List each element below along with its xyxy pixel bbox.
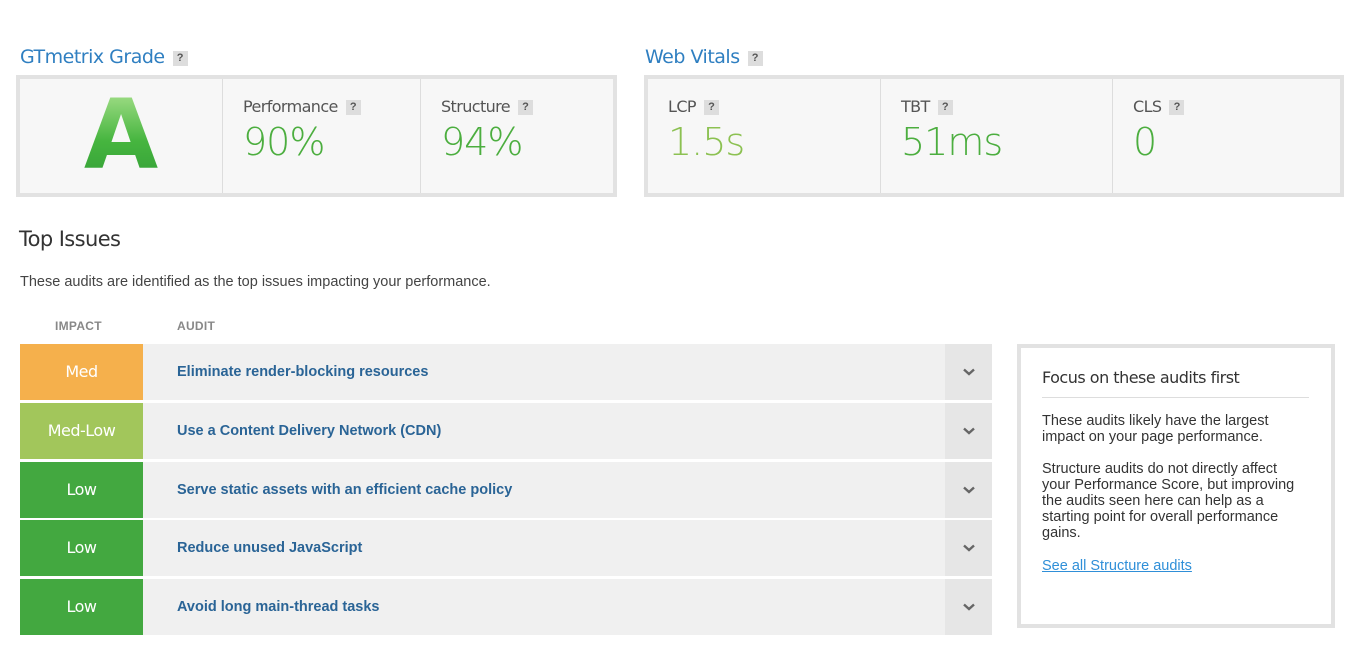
focus-title: Focus on these audits first	[1042, 368, 1309, 398]
focus-paragraph: Structure audits do not directly affect …	[1042, 461, 1295, 541]
expand-toggle[interactable]	[945, 344, 992, 400]
chevron-icon	[962, 427, 975, 435]
expand-toggle[interactable]	[945, 462, 992, 518]
vital-value: 0	[1133, 120, 1157, 164]
chevron-icon	[962, 486, 975, 494]
metric-label-row: Performance?	[243, 97, 420, 116]
grade-letter: A	[20, 79, 222, 192]
metric-label: Structure	[441, 97, 511, 116]
impact-badge: Med-Low	[20, 403, 143, 459]
vital-label: TBT	[901, 97, 930, 116]
grade-cell: A	[20, 79, 222, 193]
metric-label: Performance	[243, 97, 338, 116]
impact-badge: Low	[20, 462, 143, 518]
focus-box: Focus on these audits first These audits…	[1017, 344, 1335, 628]
vital-label-row: TBT?	[901, 97, 1112, 116]
help-icon[interactable]: ?	[937, 100, 953, 115]
issues-description: These audits are identified as the top i…	[20, 274, 491, 290]
vital-cell: LCP? 1.5s	[648, 79, 880, 193]
vitals-heading: Web Vitals?	[645, 46, 763, 68]
vital-cell: TBT? 51ms	[880, 79, 1112, 193]
focus-paragraph: These audits likely have the largest imp…	[1042, 413, 1269, 445]
issue-row: Low Reduce unused JavaScript	[20, 520, 992, 576]
chevron-icon	[962, 603, 975, 611]
grade-heading: GTmetrix Grade?	[20, 46, 188, 68]
issue-row: Med Eliminate render-blocking resources	[20, 344, 992, 400]
issues-title: Top Issues	[19, 227, 121, 251]
audit-title[interactable]: Reduce unused JavaScript	[143, 520, 945, 576]
column-header: AUDIT	[177, 319, 216, 333]
issue-row: Low Avoid long main-thread tasks	[20, 579, 992, 635]
expand-toggle[interactable]	[945, 520, 992, 576]
audit-title[interactable]: Serve static assets with an efficient ca…	[143, 462, 945, 518]
focus-link[interactable]: See all Structure audits	[1042, 558, 1192, 574]
help-icon[interactable]: ?	[703, 100, 719, 115]
chevron-icon	[962, 544, 975, 552]
impact-badge: Med	[20, 344, 143, 400]
chevron-icon	[962, 368, 975, 376]
vital-label: LCP	[668, 97, 697, 116]
metric-value: 94%	[441, 120, 523, 164]
metric-cell: Structure? 94%	[420, 79, 613, 193]
audit-title[interactable]: Avoid long main-thread tasks	[143, 579, 945, 635]
metric-cell: Performance? 90%	[222, 79, 420, 193]
vital-label-row: LCP?	[668, 97, 880, 116]
audit-title[interactable]: Use a Content Delivery Network (CDN)	[143, 403, 945, 459]
column-header: IMPACT	[55, 319, 102, 333]
vital-value: 51ms	[901, 120, 1003, 164]
vital-cell: CLS? 0	[1112, 79, 1340, 193]
metric-value: 90%	[243, 120, 325, 164]
issue-row: Low Serve static assets with an efficient…	[20, 462, 992, 518]
vitals-box: LCP? 1.5s TBT? 51ms CLS? 0	[644, 75, 1344, 197]
grade-box: A Performance? 90% Structure? 94%	[16, 75, 617, 197]
help-icon[interactable]: ?	[1169, 100, 1185, 115]
expand-toggle[interactable]	[945, 579, 992, 635]
help-icon[interactable]: ?	[172, 51, 188, 66]
issue-row: Med-Low Use a Content Delivery Network (C…	[20, 403, 992, 459]
expand-toggle[interactable]	[945, 403, 992, 459]
impact-badge: Low	[20, 520, 143, 576]
vital-value: 1.5s	[668, 120, 745, 164]
vital-label-row: CLS?	[1133, 97, 1340, 116]
help-icon[interactable]: ?	[345, 100, 361, 115]
help-icon[interactable]: ?	[518, 100, 534, 115]
vital-label: CLS	[1133, 97, 1162, 116]
vitals-title: Web Vitals	[645, 46, 740, 68]
metric-label-row: Structure?	[441, 97, 613, 116]
impact-badge: Low	[20, 579, 143, 635]
grade-title: GTmetrix Grade	[20, 46, 165, 68]
audit-title[interactable]: Eliminate render-blocking resources	[143, 344, 945, 400]
help-icon[interactable]: ?	[747, 51, 763, 66]
